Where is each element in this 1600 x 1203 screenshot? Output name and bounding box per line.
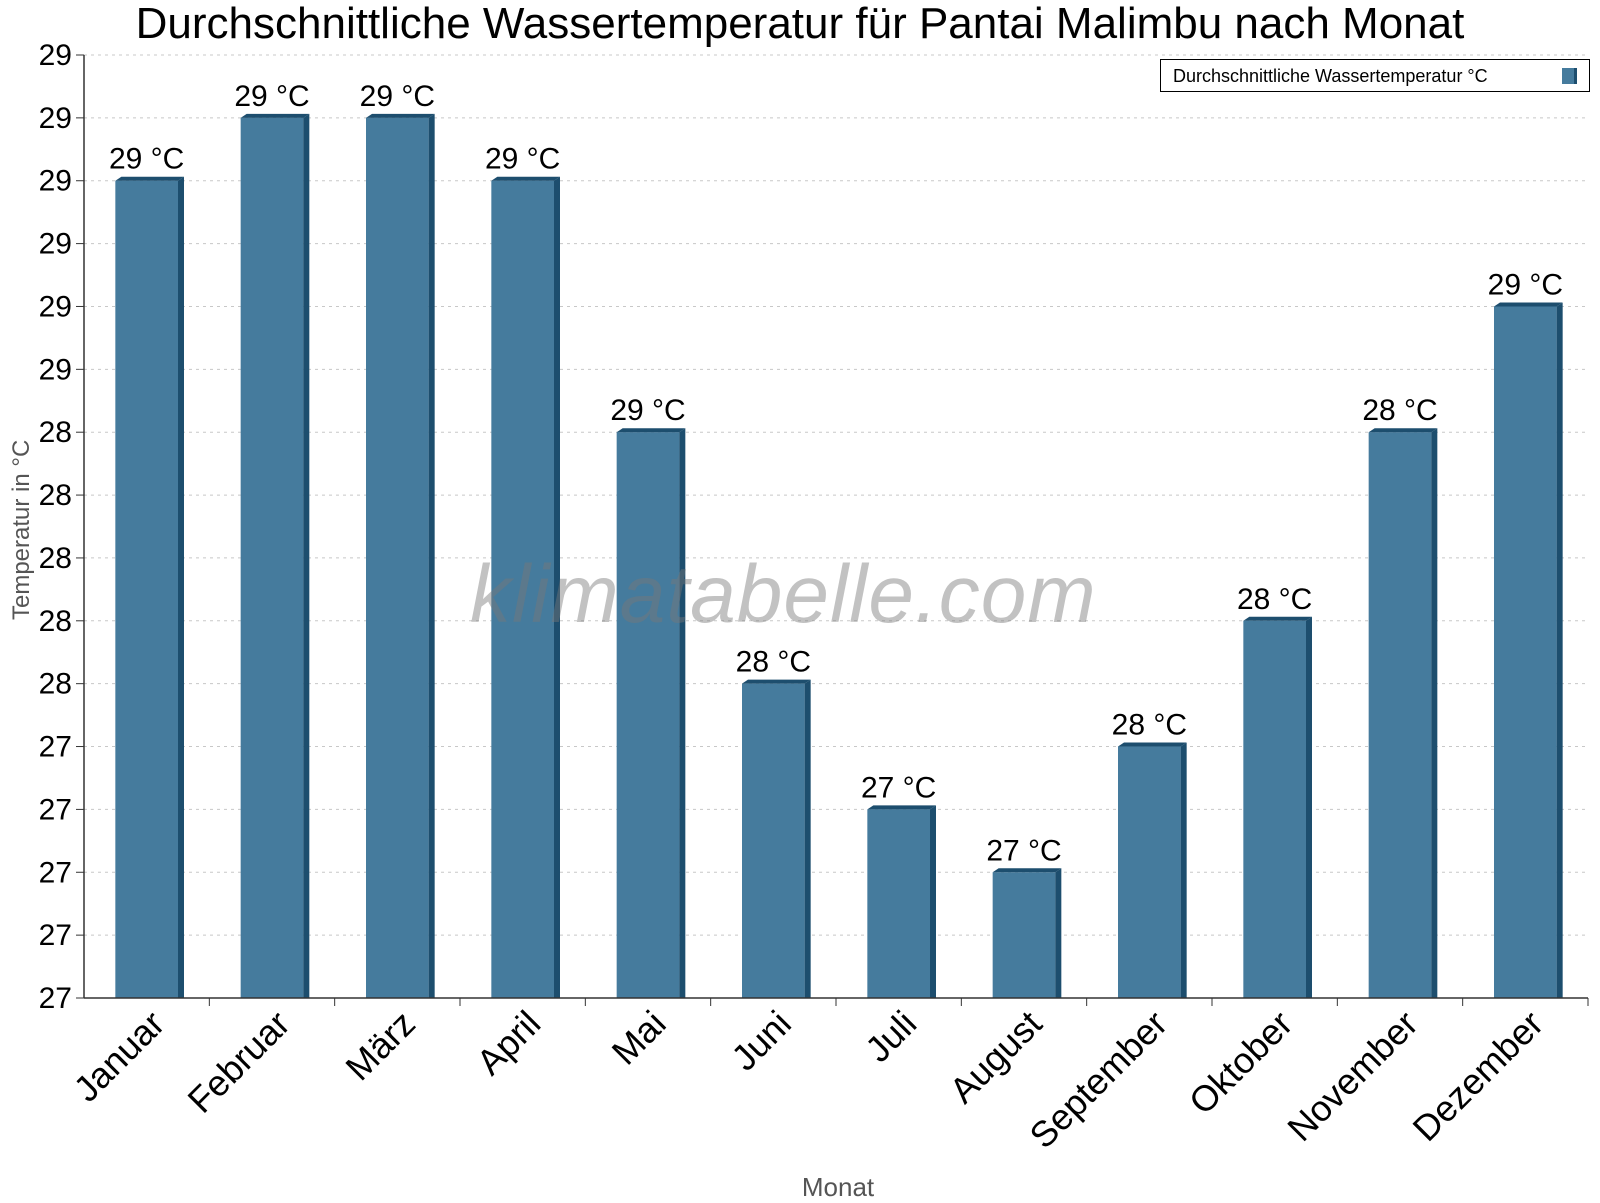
x-tick-label: Dezember <box>1405 1003 1551 1149</box>
bar-side <box>1431 428 1438 998</box>
y-tick-label: 27 <box>39 731 72 764</box>
bar <box>616 432 680 998</box>
bar-side <box>178 176 184 998</box>
bar-side <box>303 113 310 998</box>
bar-side <box>1306 616 1312 998</box>
x-tick-label: November <box>1279 1003 1425 1149</box>
legend: Durchschnittliche Wassertemperatur °C <box>1160 59 1590 92</box>
y-tick-label: 29 <box>39 290 72 323</box>
y-tick-label: 29 <box>39 39 72 72</box>
x-tick-label: Juni <box>723 1003 799 1079</box>
bar <box>240 117 304 998</box>
bar-side <box>804 679 811 998</box>
x-tick-labels: Januar Februar März April Mai Juni Juli AugustS… <box>65 1003 1551 1157</box>
legend-label: Durchschnittliche Wassertemperatur °C <box>1173 66 1488 86</box>
y-tick-label: 29 <box>39 165 72 198</box>
bar-top <box>115 176 184 181</box>
y-tick-label: 27 <box>39 856 72 889</box>
bar <box>992 872 1056 998</box>
data-label: 29 °C <box>610 394 685 427</box>
bar-side <box>428 113 435 998</box>
y-tick-label: 28 <box>39 542 72 575</box>
x-tick-label: September <box>1021 1003 1175 1157</box>
bar-top <box>1494 302 1563 307</box>
x-tick-label: Januar <box>65 1003 172 1110</box>
data-label: 27 °C <box>986 834 1061 867</box>
grid-lines <box>84 54 1588 936</box>
bar-top <box>1368 428 1438 433</box>
data-label: 28 °C <box>1112 709 1187 742</box>
y-tick-label: 28 <box>39 605 72 638</box>
y-tick-labels: 27 27 27 27 27 28 28 28 28 28 29 29 29 29 29 29 <box>39 39 72 1015</box>
bar-side <box>1180 742 1187 998</box>
x-axis-label: Monat <box>801 1172 875 1202</box>
bar-side <box>1556 302 1563 998</box>
bar-top <box>742 679 811 684</box>
bar <box>366 117 429 998</box>
y-tick-label: 27 <box>39 982 72 1015</box>
data-label: 29 °C <box>1488 268 1563 301</box>
data-label: 29 °C <box>109 143 184 176</box>
bar-top <box>867 805 936 810</box>
bar <box>867 809 930 998</box>
data-label: 29 °C <box>234 80 309 113</box>
bar-top <box>1243 616 1312 621</box>
data-label: 29 °C <box>485 143 560 176</box>
y-axis-label: Temperatur in °C <box>8 439 35 620</box>
y-tick-label: 29 <box>39 353 72 386</box>
bar-side <box>930 805 936 998</box>
chart-title: Durchschnittliche Wassertemperatur für P… <box>135 0 1465 48</box>
bar-top <box>992 868 1062 873</box>
y-tick-label: 27 <box>39 793 72 826</box>
bar <box>1118 746 1181 998</box>
bar-top <box>491 176 560 181</box>
data-label: 28 °C <box>1237 583 1312 616</box>
bar-side <box>554 176 560 998</box>
y-tick-label: 29 <box>39 102 72 135</box>
data-label: 28 °C <box>736 646 811 679</box>
watermark: klimatabelle.com <box>470 549 1097 640</box>
x-tick-label: August <box>941 1003 1049 1111</box>
data-label: 29 °C <box>360 80 435 113</box>
x-tick-label: Februar <box>180 1003 298 1121</box>
bar <box>491 180 554 998</box>
bar-top <box>240 113 310 118</box>
bar <box>1368 432 1432 998</box>
bar-top <box>616 428 686 433</box>
axes <box>76 54 1589 1006</box>
y-tick-label: 27 <box>39 919 72 952</box>
y-tick-label: 29 <box>39 228 72 261</box>
bar-side <box>679 428 686 998</box>
bar <box>1494 306 1557 998</box>
bar <box>742 683 805 998</box>
x-tick-label: März <box>337 1003 423 1089</box>
bar-side <box>1055 868 1062 998</box>
bar-top <box>366 113 435 118</box>
data-label: 28 °C <box>1362 394 1437 427</box>
x-tick-label: Juli <box>857 1003 924 1070</box>
data-labels: 29 °C 29 °C 29 °C 29 °C 29 °C 28 °C 27 °C 27 °C… <box>109 80 1563 867</box>
legend-swatch <box>1562 68 1577 84</box>
data-label: 27 °C <box>861 771 936 804</box>
y-tick-label: 28 <box>39 416 72 449</box>
x-tick-label: Oktober <box>1181 1003 1301 1123</box>
y-tick-label: 28 <box>39 668 72 701</box>
bar-top <box>1118 742 1187 747</box>
x-tick-label: April <box>468 1003 548 1083</box>
x-tick-label: Mai <box>604 1003 674 1073</box>
bars-group <box>115 113 1563 998</box>
y-tick-label: 28 <box>39 479 72 512</box>
bar <box>115 180 178 998</box>
bar <box>1243 620 1306 998</box>
